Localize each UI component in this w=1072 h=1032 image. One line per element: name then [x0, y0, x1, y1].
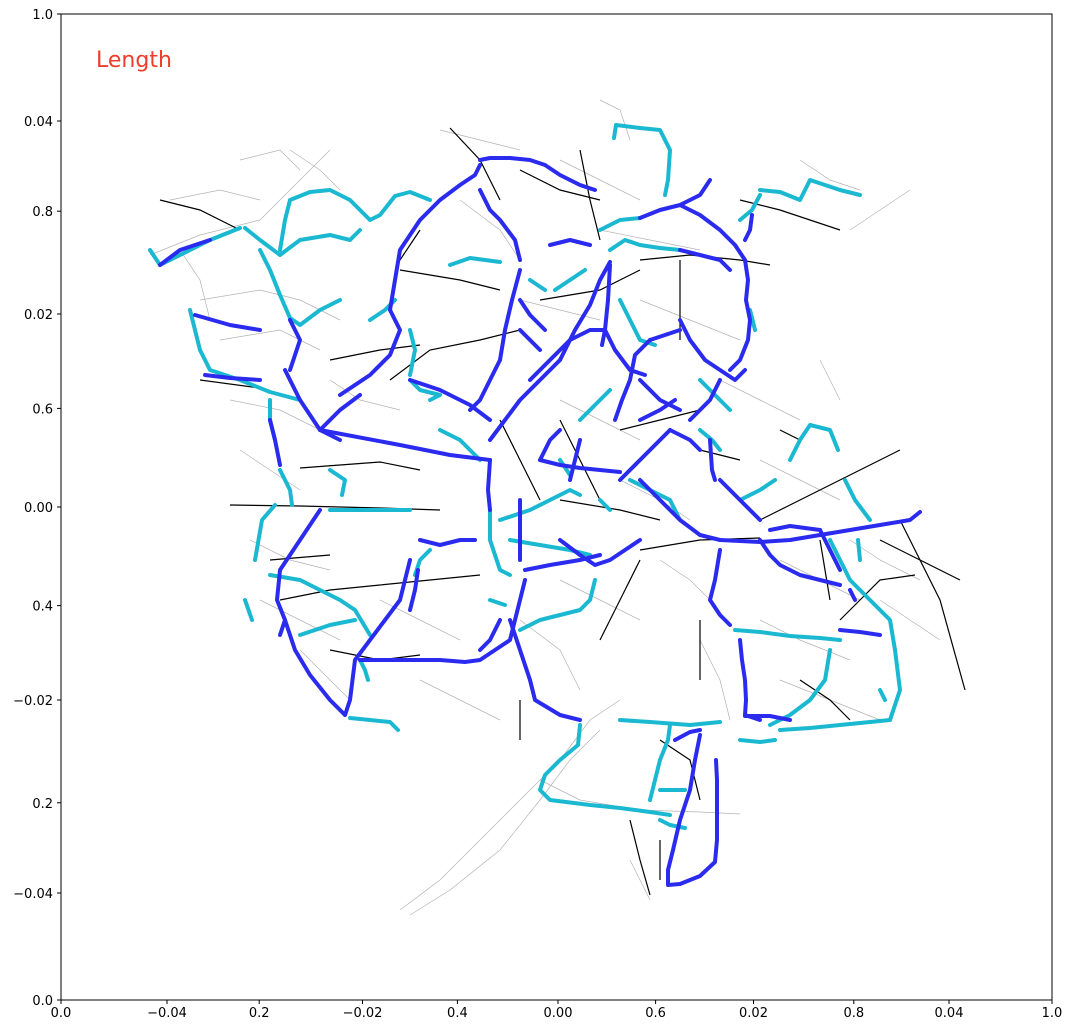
long-route-segments	[158, 156, 922, 887]
outer-y-tick-label: 0.2	[32, 797, 53, 812]
outer-x-tick-label: 0.6	[645, 1006, 666, 1021]
map-x-tick-label: 0.02	[739, 1006, 768, 1021]
minor-road-network	[149, 99, 941, 916]
outer-x-tick-label: 0.4	[447, 1006, 468, 1021]
outer-y-tick-label: 0.4	[32, 600, 53, 615]
outer-x-tick-label: 0.8	[843, 1006, 864, 1021]
outer-y-tick-label: 0.8	[32, 205, 53, 220]
outer-x-axis-ticks: 0.0 0.2 0.4 0.6 0.8 1.0	[51, 1000, 1063, 1021]
map-x-tick-label: −0.04	[147, 1006, 187, 1021]
map-x-tick-label: 0.04	[935, 1006, 964, 1021]
map-x-tick-label: −0.02	[343, 1006, 383, 1021]
outer-y-tick-label: 0.6	[32, 402, 53, 417]
outer-y-axis-ticks: 0.0 0.2 0.4 0.6 0.8 1.0	[32, 8, 61, 1009]
outer-x-tick-label: 0.2	[249, 1006, 270, 1021]
outer-y-tick-label: 0.0	[32, 994, 53, 1009]
outer-y-tick-label: 1.0	[32, 8, 53, 23]
map-title: Length	[96, 48, 172, 73]
short-route-segments	[148, 123, 902, 830]
map-x-tick-label: 0.00	[544, 1006, 573, 1021]
outer-x-tick-label: 0.0	[51, 1006, 72, 1021]
map-y-tick-label: −0.02	[13, 694, 53, 709]
map-x-axis-ticks: −0.04 −0.02 0.00 0.02 0.04	[147, 1000, 963, 1021]
map-y-tick-label: 0.04	[24, 115, 53, 130]
map-y-axis-ticks: 0.04 0.02 0.00 −0.02 −0.04	[13, 115, 61, 902]
plot-frame	[60, 13, 1053, 1001]
outer-x-tick-label: 1.0	[1042, 1006, 1063, 1021]
map-y-tick-label: −0.04	[13, 887, 53, 902]
map-y-tick-label: 0.00	[24, 501, 53, 516]
map-y-tick-label: 0.02	[24, 308, 53, 323]
